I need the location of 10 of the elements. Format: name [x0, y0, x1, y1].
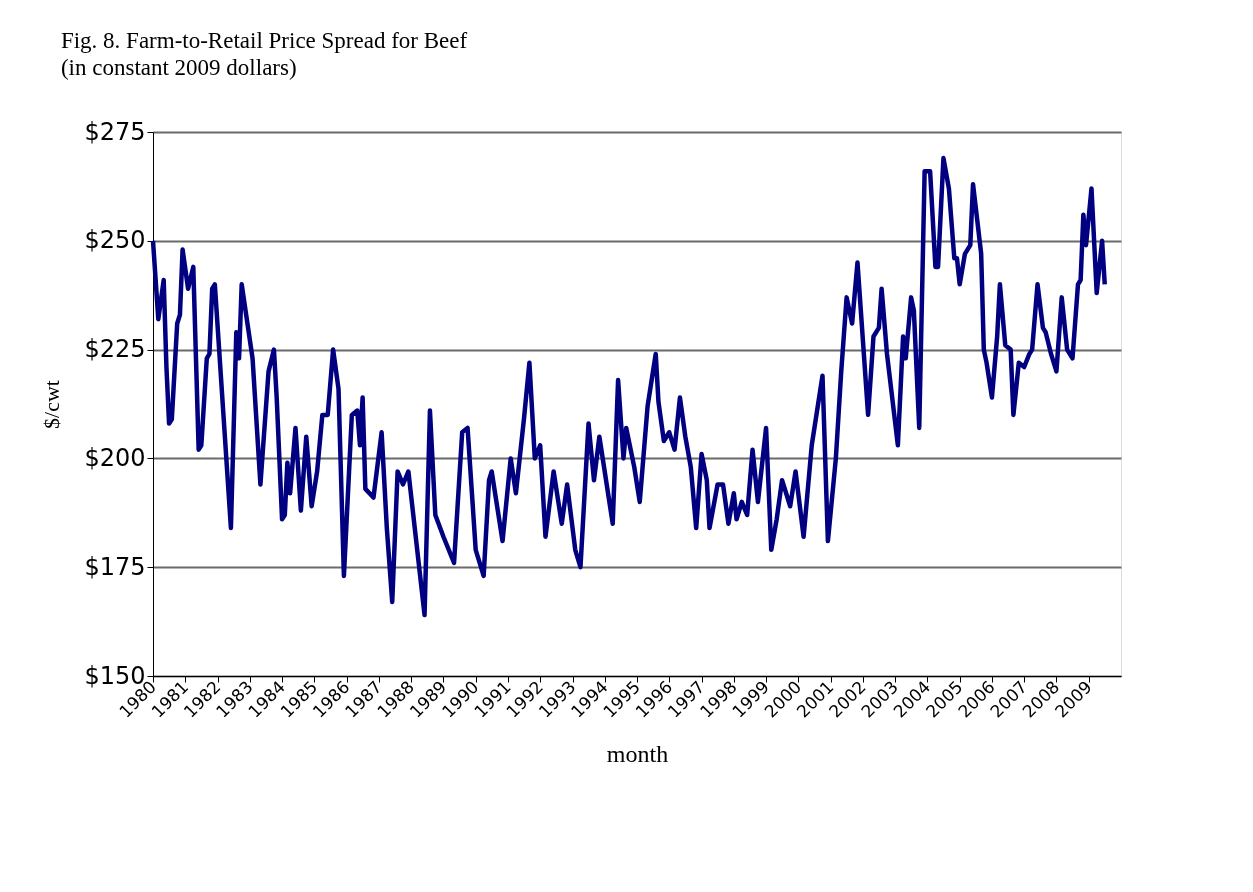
- y-tick-label: $225: [84, 335, 146, 364]
- line-series: [150, 155, 1107, 618]
- x-axis-title: month: [606, 740, 669, 767]
- chart-title: Fig. 8. Farm-to-Retail Price Spread for Beef: [60, 28, 468, 53]
- y-axis-title: $/cwt: [39, 380, 65, 429]
- y-tick-label: $200: [84, 443, 146, 472]
- y-tick-label: $275: [84, 117, 146, 146]
- chart-subtitle: (in constant 2009 dollars): [60, 55, 297, 80]
- y-tick-label: $175: [84, 552, 146, 581]
- y-tick-label: $250: [84, 226, 146, 255]
